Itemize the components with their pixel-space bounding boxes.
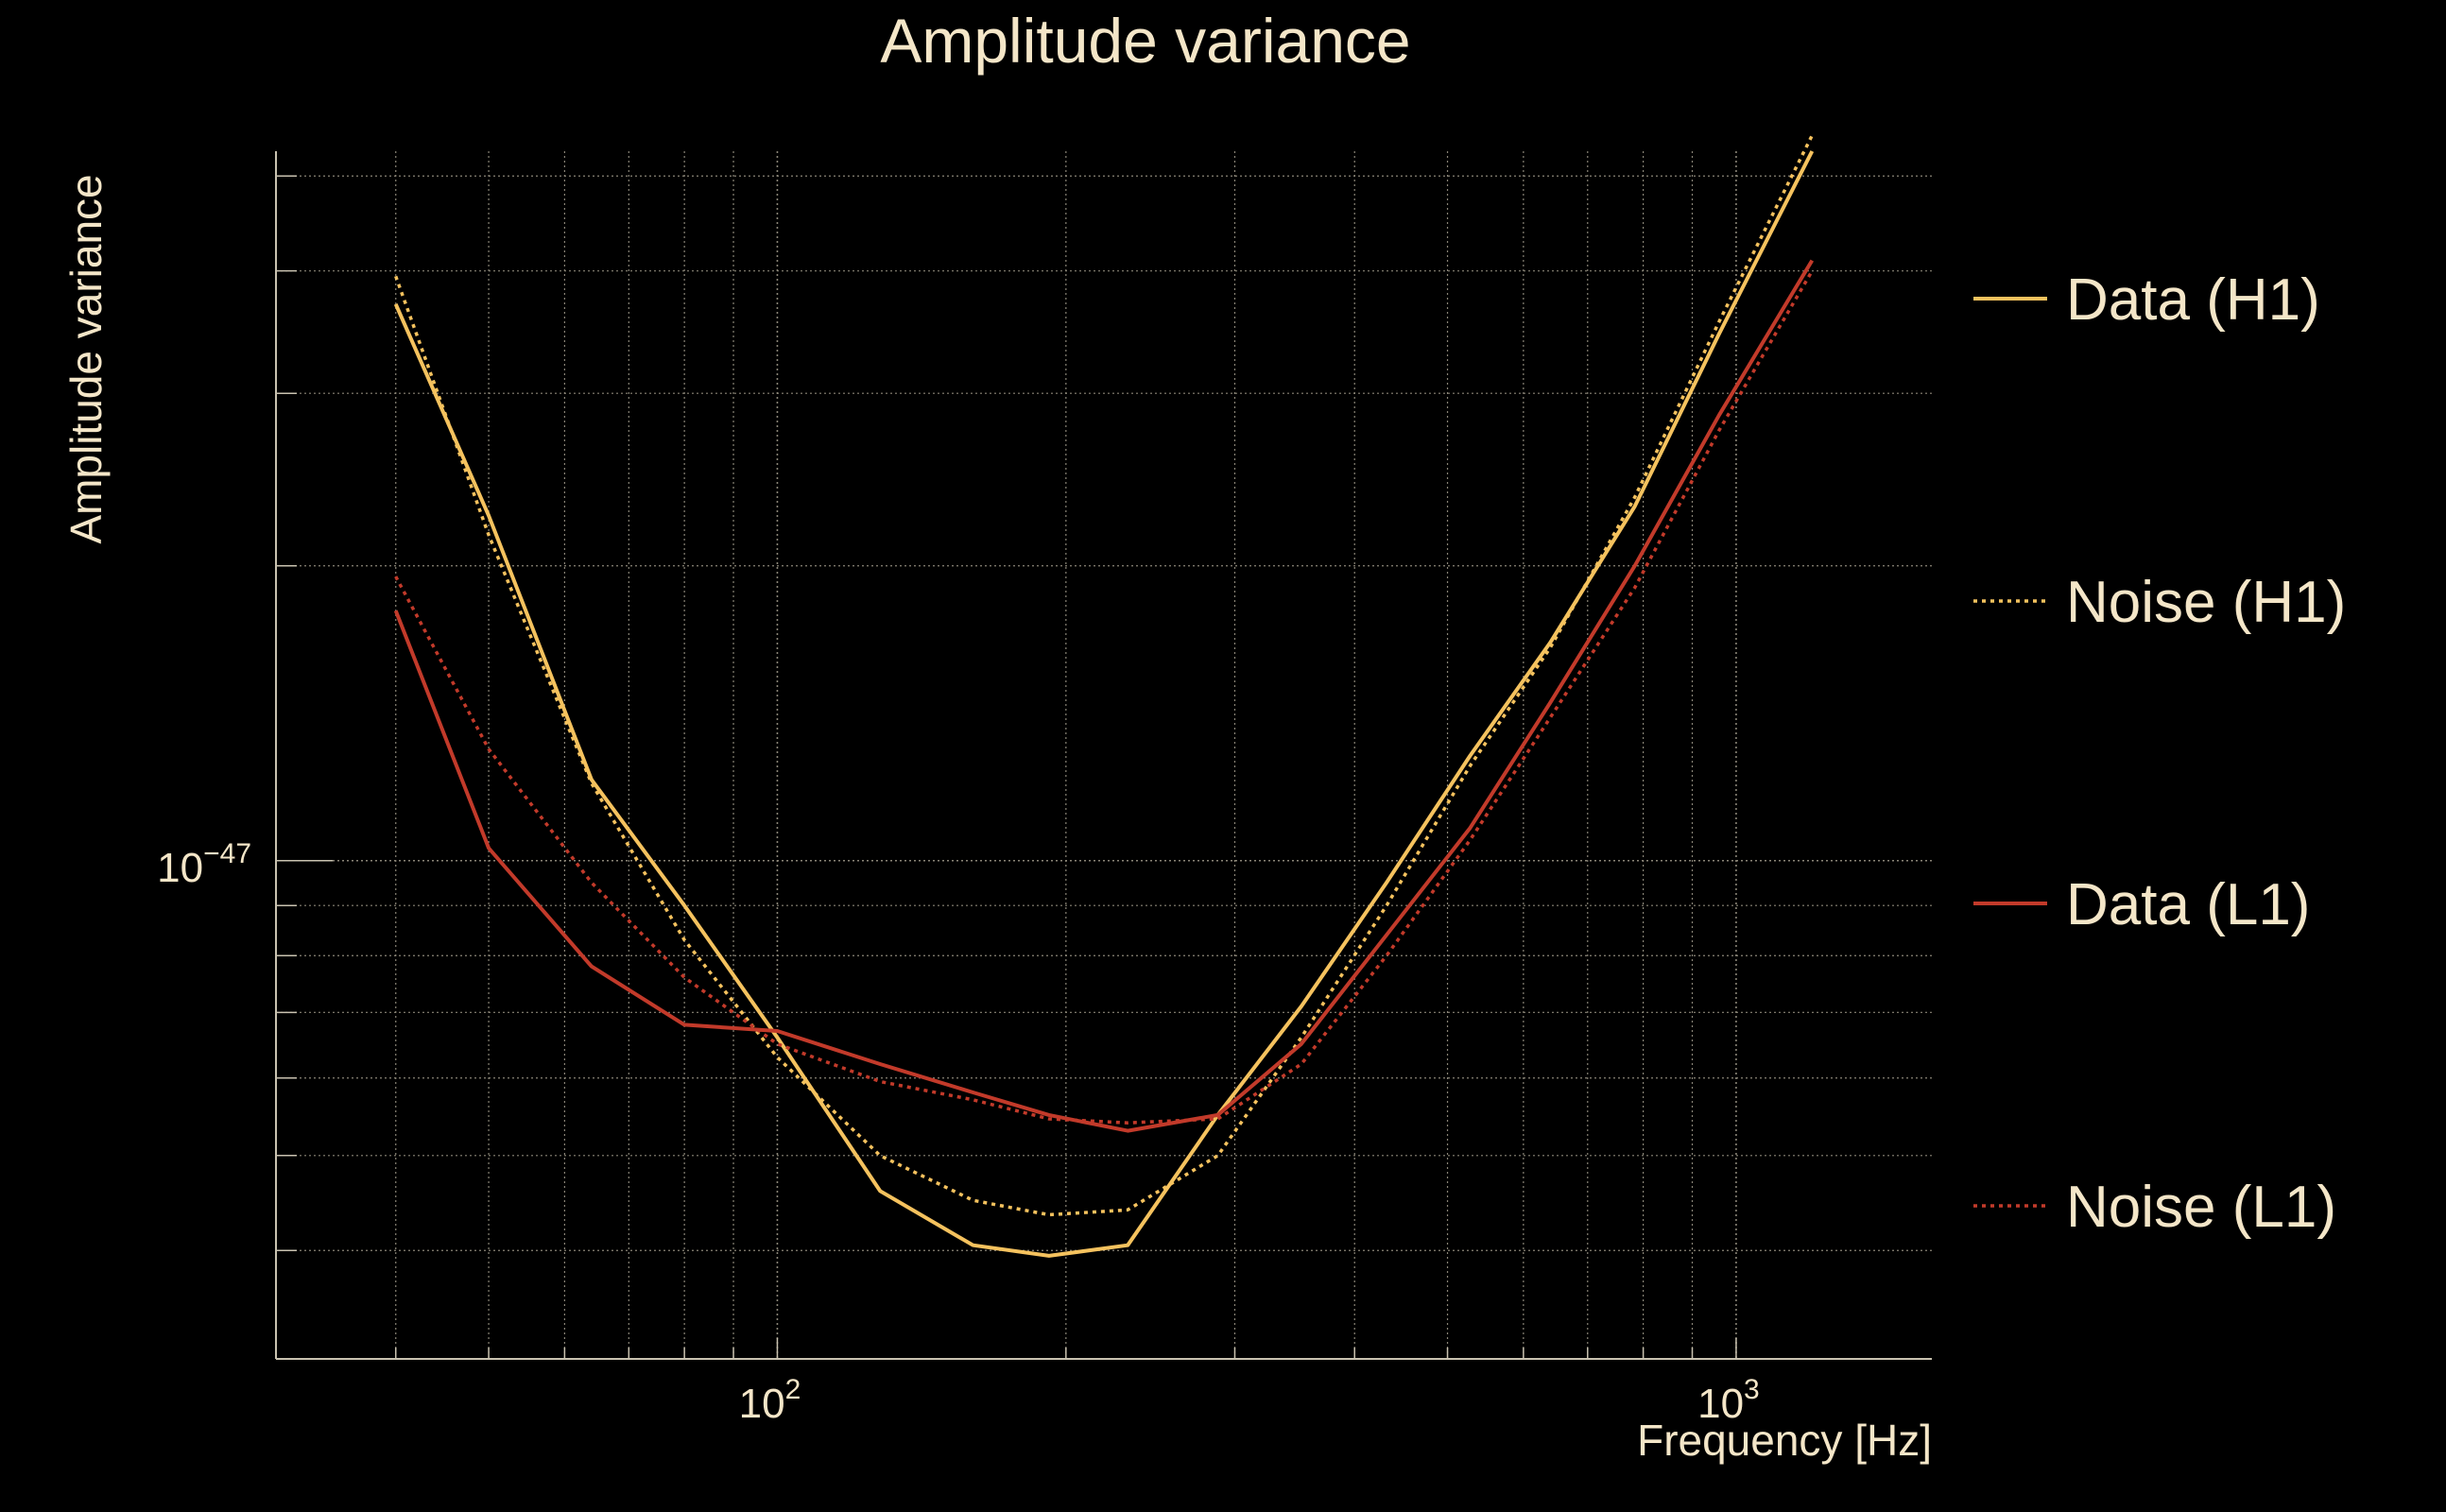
series-line: [393, 259, 1815, 1133]
x-tick-label: 102: [739, 1374, 801, 1427]
legend: Data (H1) Noise (H1) Data (L1) Noise (L1): [1973, 267, 2346, 1240]
legend-label: Data (L1): [2066, 872, 2310, 937]
y-axis-label: Amplitude variance: [61, 174, 111, 543]
x-tick-label: 103: [1697, 1374, 1760, 1427]
legend-label: Noise (L1): [2066, 1175, 2336, 1240]
legend-label: Noise (H1): [2066, 570, 2346, 635]
series-line: [394, 134, 1814, 1217]
series-lines: [393, 134, 1815, 1258]
tick-labels: 102 103 10−47: [157, 838, 1760, 1427]
x-axis-label: Frequency [Hz]: [1637, 1416, 1932, 1465]
legend-label: Data (H1): [2066, 267, 2320, 333]
series-line: [393, 150, 1815, 1258]
grid: [275, 151, 1932, 1359]
axes: [275, 151, 1932, 1360]
chart-title: Amplitude variance: [880, 6, 1410, 76]
y-tick-label: 10−47: [157, 838, 251, 891]
series-line: [394, 269, 1814, 1125]
